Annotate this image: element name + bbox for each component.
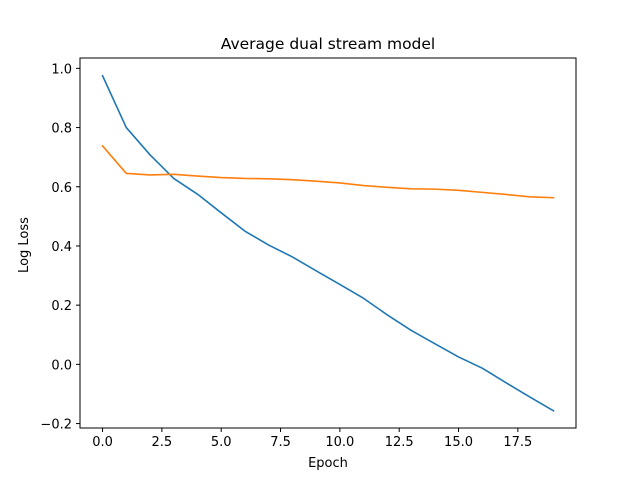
series-line-1 bbox=[101, 74, 555, 412]
y-tick-label: 0.8 bbox=[51, 122, 72, 137]
plot-area: 0.0 2.5 5.0 7.5 10.0 12.5 15.0 17.5 −0.2 0.0 0.2 0… bbox=[40, 57, 577, 450]
series-line-2 bbox=[101, 144, 555, 199]
x-axis-label: Epoch bbox=[308, 456, 348, 471]
x-tick-label: 15.0 bbox=[444, 435, 473, 450]
y-axis-label: Log Loss bbox=[17, 217, 32, 273]
y-axis: −0.2 0.0 0.2 0.4 0.6 0.8 1.0 bbox=[40, 62, 80, 433]
y-tick-label: 0.4 bbox=[51, 240, 72, 255]
x-tick-label: 5.0 bbox=[211, 435, 232, 450]
x-tick-label: 0.0 bbox=[92, 435, 113, 450]
series-lines bbox=[101, 74, 555, 412]
y-tick-label: −0.2 bbox=[40, 418, 72, 433]
y-tick-label: 1.0 bbox=[51, 62, 72, 77]
x-tick-label: 10.0 bbox=[325, 435, 354, 450]
x-tick-label: 17.5 bbox=[503, 435, 532, 450]
x-axis: 0.0 2.5 5.0 7.5 10.0 12.5 15.0 17.5 bbox=[92, 428, 532, 450]
y-tick-label: 0.2 bbox=[51, 299, 72, 314]
x-tick-label: 2.5 bbox=[152, 435, 173, 450]
axes-frame bbox=[79, 57, 577, 429]
y-tick-label: 0.0 bbox=[51, 358, 72, 373]
x-tick-label: 7.5 bbox=[270, 435, 291, 450]
y-tick-label: 0.6 bbox=[51, 181, 72, 196]
x-tick-label: 12.5 bbox=[385, 435, 414, 450]
chart-title: Average dual stream model bbox=[221, 35, 435, 53]
